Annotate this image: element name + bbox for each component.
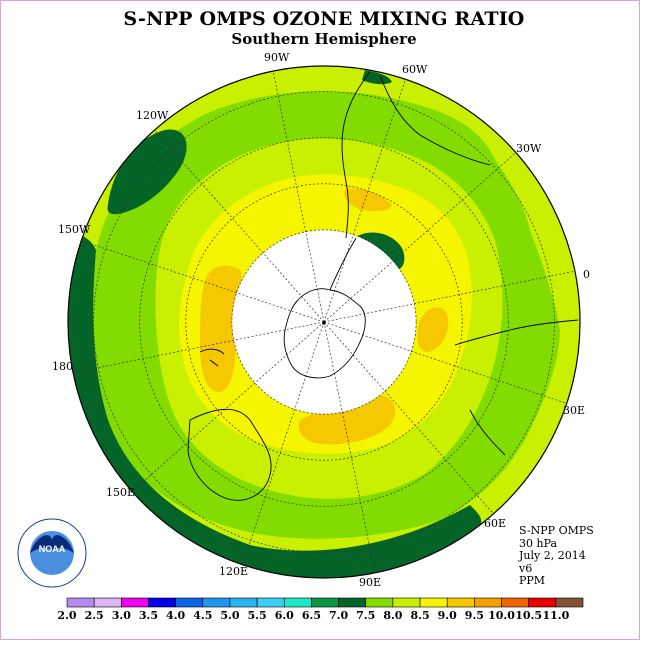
meridian-line <box>154 129 325 323</box>
lon-label-60e: 60E <box>484 517 506 530</box>
colorbar-swatch <box>283 597 312 608</box>
info-units: PPM <box>519 574 546 587</box>
noaa-logo: NOAA <box>17 518 87 588</box>
colorbar-swatch <box>392 597 421 608</box>
noaa-logo-text: NOAA <box>39 544 66 554</box>
colorbar <box>66 597 584 608</box>
colorbar-swatch <box>93 597 122 608</box>
colorbar-tick-label: 6.0 <box>275 609 294 622</box>
lon-label-90w: 90W <box>264 51 290 64</box>
colorbar-tick-label: 9.5 <box>465 609 484 622</box>
colorbar-swatch <box>446 597 475 608</box>
colorbar-swatch <box>528 597 557 608</box>
new-zealand-coastline <box>199 348 225 367</box>
meridian-line <box>81 240 325 323</box>
lon-label-0: 0 <box>583 268 590 281</box>
antarctica-coastline <box>283 288 366 379</box>
south-pole-marker <box>322 321 326 325</box>
colorbar-swatch <box>474 597 502 608</box>
ozone-field <box>68 66 580 578</box>
colorbar-tick-label: 3.5 <box>139 609 158 622</box>
meridian-line <box>323 321 494 515</box>
meridian-line <box>323 79 406 323</box>
colorbar-swatch <box>256 597 285 608</box>
meridian-line <box>323 270 575 323</box>
lon-label-90e: 90E <box>359 576 381 589</box>
colorbar-swatch <box>338 597 367 608</box>
colorbar-swatch <box>501 597 529 608</box>
colorbar-tick-label: 10.5 <box>515 609 542 622</box>
africa-coastline <box>454 319 579 456</box>
lon-label-120e: 120E <box>219 565 248 578</box>
colorbar-tick-label: 11.0 <box>542 609 569 622</box>
colorbar-swatch <box>419 597 448 608</box>
coastlines <box>187 71 579 501</box>
meridian-line <box>323 321 567 404</box>
antarctic-peninsula-coastline <box>329 237 357 291</box>
lon-label-180: 180 <box>52 360 73 373</box>
meridian-line <box>131 321 325 492</box>
info-version: v6 <box>519 561 533 575</box>
colorbar-swatch <box>202 597 231 608</box>
meridian-line <box>323 152 517 323</box>
south-america-coastline <box>341 71 491 239</box>
longitude-labels: 90W 60W 30W 0 30E 60E 90E 120E 150E 180 … <box>52 51 590 589</box>
noaa-logo-bird <box>30 535 74 553</box>
image-frame <box>0 0 640 640</box>
colorbar-tick-label: 5.0 <box>220 609 239 622</box>
latitude-circle <box>139 137 509 507</box>
ozone-region-8-5-9-0-south <box>298 395 396 445</box>
colorbar-swatch <box>555 597 584 608</box>
colorbar-tick-label: 4.5 <box>193 609 212 622</box>
colorbar-swatch <box>311 597 339 608</box>
lon-label-30w: 30W <box>516 142 542 155</box>
colorbar-swatch <box>66 597 95 608</box>
colorbar-swatch <box>121 597 149 608</box>
colorbar-tick-labels: 2.0 2.5 3.0 3.5 4.0 4.5 5.0 5.5 6.0 6.5 7.0 7.5 8.0 8… <box>57 609 569 622</box>
meridian-line <box>242 321 325 565</box>
ozone-region-6-5-7-0-60w <box>362 70 392 85</box>
info-level: 30 hPa <box>519 536 558 550</box>
australia-coastline <box>187 408 272 501</box>
lon-label-60w: 60W <box>402 63 428 76</box>
colorbar-tick-label: 2.5 <box>85 609 104 622</box>
ozone-region-6-5-7-0-120w <box>107 129 187 215</box>
colorbar-tick-label: 8.5 <box>410 609 429 622</box>
colorbar-tick-label: 9.0 <box>438 609 457 622</box>
ozone-region-6-5-7-0-west <box>68 230 482 578</box>
colorbar-tick-label: 7.0 <box>329 609 348 622</box>
colorbar-swatch <box>229 597 258 608</box>
colorbar-tick-label: 4.0 <box>166 609 185 622</box>
colorbar-tick-label: 8.0 <box>383 609 402 622</box>
info-panel: S-NPP OMPS 30 hPa July 2, 2014 v6 PPM <box>519 524 594 588</box>
colorbar-swatch <box>175 597 204 608</box>
lon-label-150e: 150E <box>106 486 135 499</box>
info-instrument: S-NPP OMPS <box>519 524 594 537</box>
lon-label-120w: 120W <box>136 109 169 122</box>
latitude-circle <box>231 229 417 415</box>
colorbar-tick-label: 5.5 <box>248 609 267 622</box>
colorbar-tick-label: 2.0 <box>57 609 76 622</box>
ozone-region-8-5-9-0-north <box>344 188 392 212</box>
colorbar-tick-label: 10.0 <box>488 609 515 622</box>
colorbar-swatch <box>148 597 176 608</box>
map-subtitle: Southern Hemisphere <box>231 30 417 48</box>
colorbar-tick-label: 7.5 <box>356 609 375 622</box>
lon-label-30e: 30E <box>563 404 585 417</box>
globe-outline <box>67 65 581 579</box>
colorbar-tick-label: 6.5 <box>302 609 321 622</box>
lon-label-150w: 150W <box>58 223 91 236</box>
meridian-line <box>323 321 376 573</box>
ozone-region-8-5-9-0-east <box>417 307 449 352</box>
latitude-circle <box>185 183 463 461</box>
map-title: S-NPP OMPS OZONE MIXING RATIO <box>123 8 525 30</box>
info-date: July 2, 2014 <box>519 549 586 562</box>
meridian-line <box>272 71 325 323</box>
colorbar-swatch <box>365 597 394 608</box>
meridian-line <box>73 321 325 374</box>
colorbar-tick-label: 3.0 <box>112 609 131 622</box>
